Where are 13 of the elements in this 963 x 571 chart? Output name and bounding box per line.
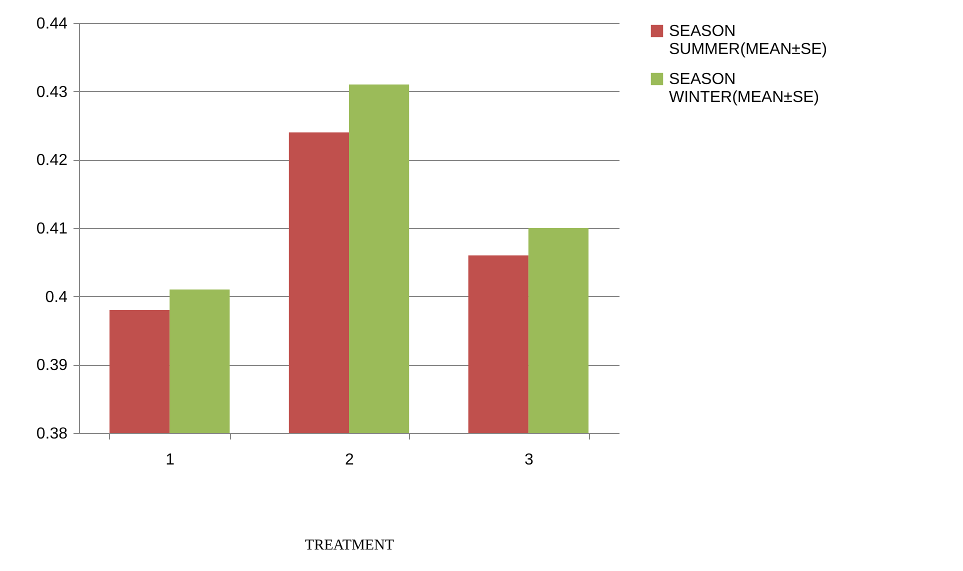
y-tick-label: 0.43	[36, 84, 68, 101]
y-tick-label: 0.41	[36, 220, 68, 238]
y-tick-label: 0.39	[36, 357, 68, 374]
y-tick-label: 0.44	[36, 16, 68, 32]
legend-label: SEASON SUMMER(MEAN±SE)	[669, 23, 828, 58]
legend-label: SEASON WINTER(MEAN±SE)	[669, 71, 820, 106]
y-tick-label: 0.38	[36, 426, 68, 442]
x-tick-label: 3	[524, 452, 534, 468]
x-axis-title: TREATMENT	[304, 538, 394, 554]
y-tick-label: 0.4	[45, 288, 68, 306]
x-tick-label: 2	[345, 452, 354, 468]
y-tick-label: 0.42	[36, 152, 68, 170]
x-tick-label: 1	[166, 452, 175, 468]
